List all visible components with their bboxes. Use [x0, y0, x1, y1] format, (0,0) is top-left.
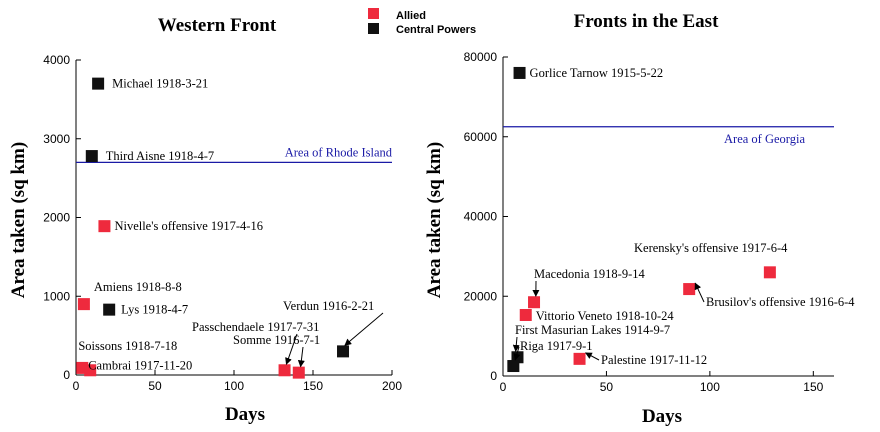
east-data-point — [763, 266, 776, 279]
east-data-point — [683, 283, 696, 296]
east-data-point — [519, 308, 532, 321]
east-reference-line-label: Area of Georgia — [724, 132, 805, 146]
western-y-axis-label: Area taken (sq km) — [8, 142, 29, 298]
western-point-label: Amiens 1918-8-8 — [94, 280, 182, 294]
legend: Allied Central Powers — [368, 8, 476, 36]
east-point-label: Palestine 1917-11-12 — [601, 353, 707, 367]
western-y-tick-label: 3000 — [43, 132, 70, 146]
east-y-tick-label: 0 — [490, 369, 497, 383]
western-x-tick-label: 100 — [224, 379, 244, 393]
western-point-label: Lys 1918-4-7 — [121, 303, 188, 317]
western-data-point — [98, 220, 111, 233]
western-data-point — [337, 345, 350, 358]
western-annotation-arrow — [344, 312, 384, 346]
east-point-label: Vittorio Veneto 1918-10-24 — [536, 309, 675, 323]
western-reference-line-label: Area of Rhode Island — [285, 145, 393, 159]
east-point-label: Gorlice Tarnow 1915-5-22 — [530, 66, 664, 80]
western-front-title: Western Front — [158, 15, 277, 36]
legend-allied-label: Allied — [396, 10, 426, 22]
western-annotation-arrow — [285, 333, 298, 365]
east-data-point — [507, 360, 520, 373]
east-x-axis-label: Days — [642, 406, 682, 427]
east-annotation-arrow — [694, 282, 705, 303]
east-point-label: Riga 1917-9-1 — [520, 339, 593, 353]
western-x-axis-label: Days — [225, 404, 265, 425]
western-point-label: Cambrai 1917-11-20 — [88, 358, 192, 372]
western-y-tick-label: 0 — [63, 368, 70, 382]
western-point-label: Michael 1918-3-21 — [112, 77, 208, 91]
western-data-point — [85, 150, 98, 163]
western-y-tick-label: 1000 — [43, 289, 70, 303]
western-data-point — [278, 364, 291, 377]
western-data-point — [92, 77, 105, 90]
east-data-point — [528, 296, 541, 309]
east-x-tick-label: 0 — [500, 380, 507, 394]
east-y-axis-label: Area taken (sq km) — [424, 142, 445, 298]
east-y-tick-label: 20000 — [464, 289, 498, 303]
east-annotation-arrow — [513, 346, 521, 361]
east-x-tick-label: 150 — [803, 380, 823, 394]
western-point-label: Somme 1916-7-1 — [233, 333, 320, 347]
east-x-tick-label: 100 — [700, 380, 720, 394]
east-x-tick-label: 50 — [600, 380, 614, 394]
western-data-point — [77, 298, 90, 311]
western-front-plot: 0 1000 2000 3000 4000 0 50 100 150 200 Area of Rho… — [43, 53, 402, 393]
western-x-tick-label: 200 — [382, 379, 402, 393]
legend-allied-swatch — [368, 8, 379, 19]
east-annotation-arrow — [584, 352, 600, 361]
legend-central-powers-label: Central Powers — [396, 24, 476, 36]
western-annotation-arrow — [297, 346, 305, 368]
east-point-label: Macedonia 1918-9-14 — [534, 267, 645, 281]
western-point-label: Soissons 1918-7-18 — [78, 339, 177, 353]
western-point-label: Nivelle's offensive 1917-4-16 — [114, 219, 263, 233]
western-y-tick-label: 2000 — [43, 211, 70, 225]
western-x-tick-label: 50 — [148, 379, 162, 393]
western-data-point — [103, 303, 116, 316]
east-y-tick-label: 40000 — [464, 210, 498, 224]
east-data-point — [573, 352, 586, 365]
western-point-label: Passchendaele 1917-7-31 — [192, 320, 319, 334]
western-x-tick-label: 0 — [73, 379, 80, 393]
east-front-plot: 0 20000 40000 60000 80000 0 50 100 150 Area of Ge… — [464, 50, 856, 394]
western-y-tick-label: 4000 — [43, 53, 70, 67]
western-x-tick-label: 150 — [303, 379, 323, 393]
east-point-label: First Masurian Lakes 1914-9-7 — [515, 323, 670, 337]
east-y-tick-label: 80000 — [464, 50, 498, 64]
east-point-label: Brusilov's offensive 1916-6-4 — [706, 295, 855, 309]
western-point-label: Third Aisne 1918-4-7 — [106, 149, 214, 163]
east-annotation-arrow — [512, 336, 520, 352]
legend-central-powers-swatch — [368, 23, 379, 34]
east-y-tick-label: 60000 — [464, 130, 498, 144]
east-data-point — [513, 66, 526, 79]
east-front-title: Fronts in the East — [574, 11, 719, 32]
east-point-label: Kerensky's offensive 1917-6-4 — [634, 241, 788, 255]
western-data-point — [292, 366, 305, 379]
western-point-label: Verdun 1916-2-21 — [283, 299, 374, 313]
western-data-point — [84, 364, 97, 377]
